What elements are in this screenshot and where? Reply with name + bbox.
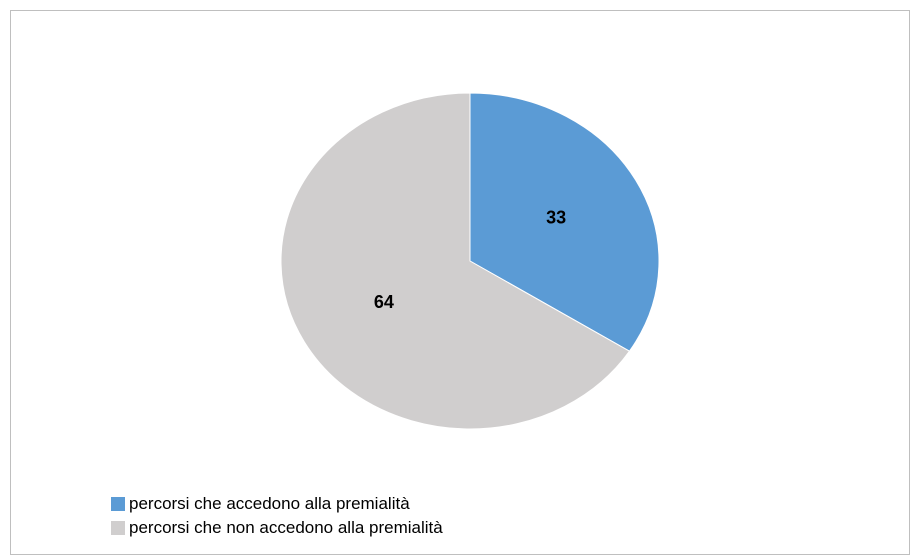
legend: percorsi che accedono alla premialità pe… (111, 492, 443, 540)
chart-frame: 33 64 percorsi che accedono alla premiali… (10, 10, 910, 555)
legend-label: percorsi che accedono alla premialità (129, 494, 410, 513)
legend-item-premialita: percorsi che accedono alla premialità (111, 492, 443, 516)
legend-swatch-grey (111, 521, 125, 535)
legend-label: percorsi che non accedono alla premialit… (129, 518, 443, 537)
data-label-0: 33 (546, 208, 566, 228)
pie-slice-1 (280, 92, 631, 430)
legend-swatch-blue (111, 497, 125, 511)
data-label-1: 64 (374, 292, 394, 312)
pie-slice-0 (469, 92, 660, 352)
legend-item-non-premialita: percorsi che non accedono alla premialit… (111, 516, 443, 540)
pie-chart: 33 64 (280, 92, 660, 430)
